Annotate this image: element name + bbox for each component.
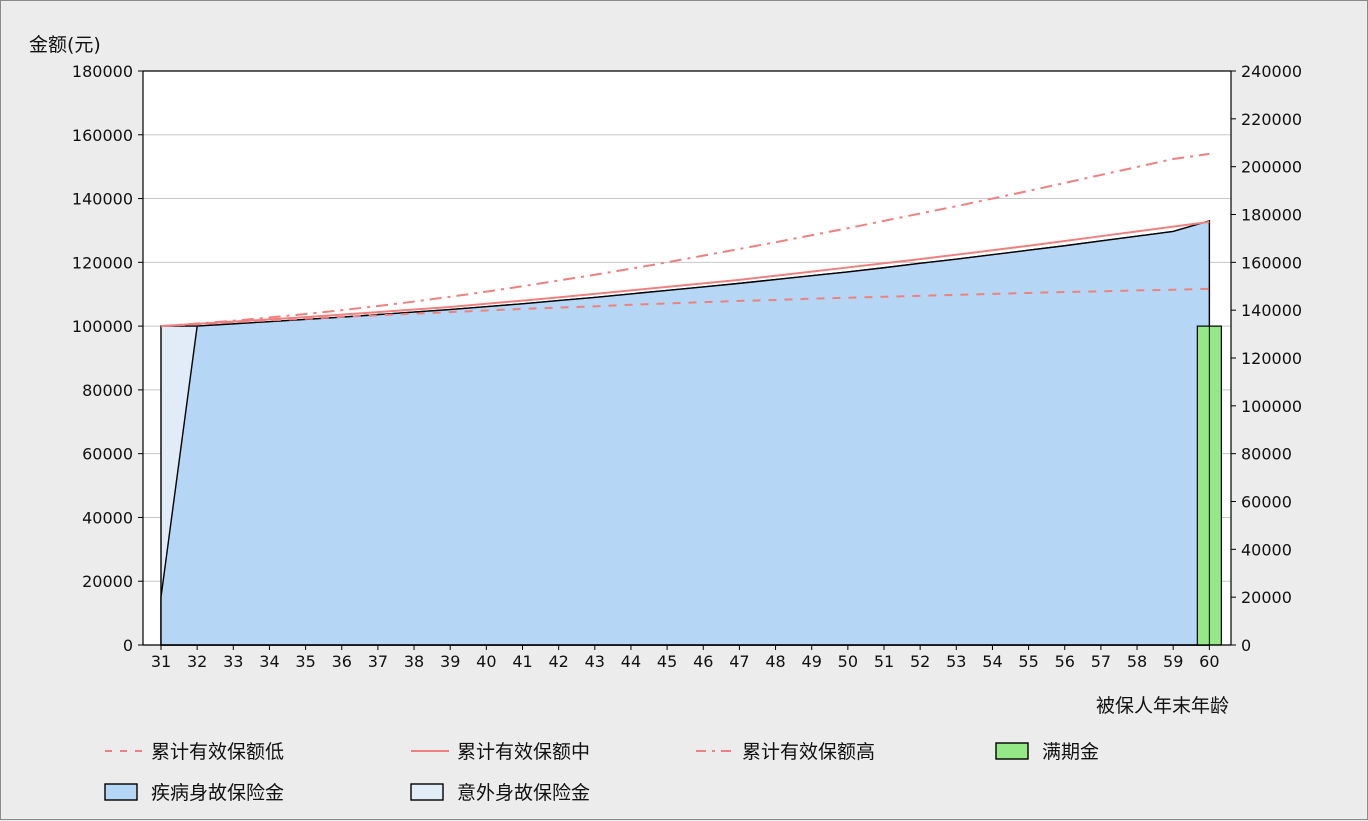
x-tick-label: 47 bbox=[729, 652, 749, 671]
line-series bbox=[160, 152, 1210, 328]
y-left-tick-label: 160000 bbox=[72, 126, 133, 145]
x-tick-label: 45 bbox=[657, 652, 677, 671]
legend-item: 意外身故保险金 bbox=[410, 782, 590, 804]
x-tick-label: 36 bbox=[332, 652, 352, 671]
legend-swatch-box bbox=[410, 783, 444, 801]
x-axis-title: 被保人年末年龄 bbox=[1096, 695, 1229, 717]
y-left-tick-label: 120000 bbox=[72, 253, 133, 272]
x-tick-labels: 31 32 33 34 35 36 37 38 39 40 41 42 43 44 45 46 47 48 49 50… bbox=[151, 645, 1220, 671]
y-right-tick-label: 0 bbox=[1241, 636, 1251, 655]
legend-label: 累计有效保额低 bbox=[151, 741, 284, 763]
x-tick-label: 39 bbox=[440, 652, 460, 671]
x-tick-label: 40 bbox=[476, 652, 496, 671]
x-tick-label: 35 bbox=[295, 652, 315, 671]
y-left-tick-label: 0 bbox=[123, 636, 133, 655]
x-tick-label: 43 bbox=[585, 652, 605, 671]
y-left-tick-label: 40000 bbox=[82, 508, 133, 527]
x-tick-label: 60 bbox=[1199, 652, 1219, 671]
x-tick-label: 42 bbox=[548, 652, 568, 671]
y-left-tick-label: 20000 bbox=[82, 572, 133, 591]
legend-swatch-box bbox=[104, 783, 138, 801]
legend-item: 疾病身故保险金 bbox=[104, 782, 284, 804]
x-tick-label: 59 bbox=[1163, 652, 1183, 671]
y-left-tick-label: 140000 bbox=[72, 190, 133, 209]
y-right-tick-label: 20000 bbox=[1241, 588, 1292, 607]
y-right-tick-label: 240000 bbox=[1241, 62, 1302, 81]
y-left-tick-label: 60000 bbox=[82, 445, 133, 464]
x-tick-label: 31 bbox=[151, 652, 171, 671]
y-left-tick-label: 80000 bbox=[82, 381, 133, 400]
x-tick-label: 54 bbox=[982, 652, 1002, 671]
x-tick-label: 57 bbox=[1091, 652, 1111, 671]
y-right-tick-label: 160000 bbox=[1241, 253, 1302, 272]
x-tick-label: 50 bbox=[838, 652, 858, 671]
y-right-tick-label: 180000 bbox=[1241, 206, 1302, 225]
x-tick-label: 49 bbox=[802, 652, 822, 671]
legend-swatch-box bbox=[995, 742, 1029, 760]
legend-item: 满期金 bbox=[995, 741, 1099, 763]
x-tick-label: 58 bbox=[1127, 652, 1147, 671]
legend-label: 意外身故保险金 bbox=[457, 782, 590, 804]
y-left-tick-label: 100000 bbox=[72, 317, 133, 336]
y-right-tick-labels: 0 20000 40000 60000 80000 100000 120000 140000 1… bbox=[1231, 62, 1302, 655]
y-axis-title: 金额(元) bbox=[29, 34, 101, 56]
area-series bbox=[160, 219, 1211, 646]
legend-label: 疾病身故保险金 bbox=[151, 782, 284, 804]
x-tick-label: 53 bbox=[946, 652, 966, 671]
x-tick-label: 33 bbox=[223, 652, 243, 671]
x-tick-label: 56 bbox=[1055, 652, 1075, 671]
legend-label: 累计有效保额中 bbox=[457, 741, 590, 763]
x-tick-label: 55 bbox=[1018, 652, 1038, 671]
x-tick-label: 37 bbox=[368, 652, 388, 671]
x-tick-label: 52 bbox=[910, 652, 930, 671]
y-left-tick-labels: 0 20000 40000 60000 80000 100000 120000 140000 1… bbox=[72, 62, 143, 655]
y-right-tick-label: 40000 bbox=[1241, 540, 1292, 559]
y-right-tick-label: 220000 bbox=[1241, 110, 1302, 129]
y-right-tick-label: 140000 bbox=[1241, 301, 1302, 320]
x-tick-label: 38 bbox=[404, 652, 424, 671]
area-disease-death bbox=[160, 219, 1211, 646]
x-tick-label: 41 bbox=[512, 652, 532, 671]
bar-series bbox=[1196, 325, 1222, 646]
x-tick-label: 51 bbox=[874, 652, 894, 671]
y-right-tick-label: 200000 bbox=[1241, 158, 1302, 177]
y-right-tick-label: 120000 bbox=[1241, 349, 1302, 368]
y-right-tick-label: 80000 bbox=[1241, 445, 1292, 464]
legend-item: 累计有效保额低 bbox=[105, 741, 284, 763]
x-tick-label: 44 bbox=[621, 652, 641, 671]
y-left-tick-label: 180000 bbox=[72, 62, 133, 81]
x-tick-label: 32 bbox=[187, 652, 207, 671]
line-solid bbox=[160, 220, 1210, 328]
legend-label: 满期金 bbox=[1042, 741, 1099, 763]
x-tick-label: 46 bbox=[693, 652, 713, 671]
legend-item: 累计有效保额高 bbox=[696, 741, 875, 763]
y-right-tick-label: 100000 bbox=[1241, 397, 1302, 416]
x-tick-label: 34 bbox=[259, 652, 279, 671]
x-tick-label: 48 bbox=[765, 652, 785, 671]
legend-item: 累计有效保额中 bbox=[411, 741, 590, 763]
legend-label: 累计有效保额高 bbox=[742, 741, 875, 763]
y-right-tick-label: 60000 bbox=[1241, 493, 1292, 512]
